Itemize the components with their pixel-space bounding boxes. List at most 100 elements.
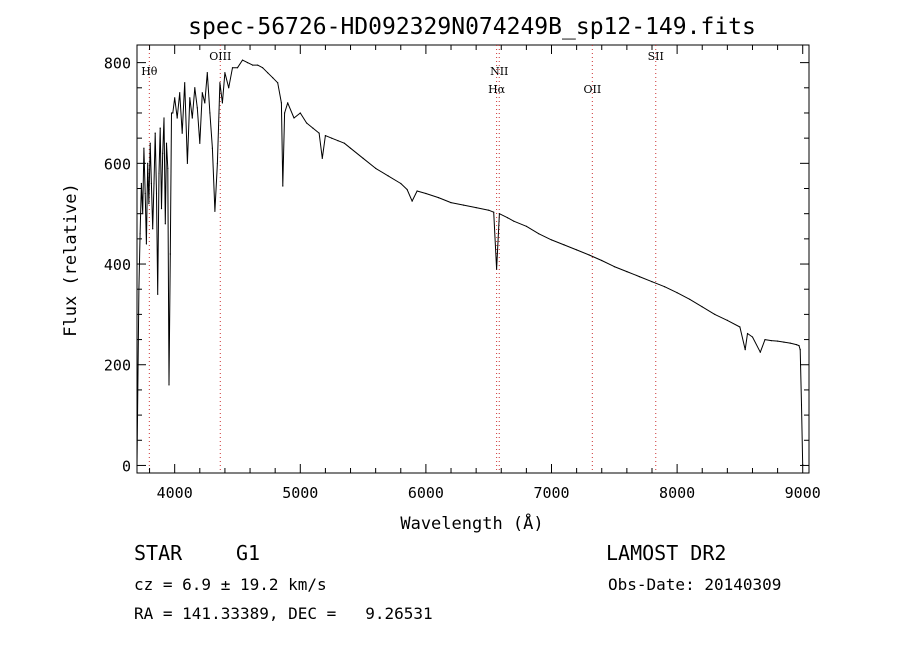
spectrum-point <box>241 59 244 61</box>
spectrum-point <box>759 351 761 353</box>
y-tick-label: 0 <box>122 457 131 475</box>
spectrum-point <box>488 209 490 211</box>
spectrum-point <box>324 135 326 137</box>
spectrum-point <box>184 82 186 84</box>
spectrum-point <box>219 82 221 84</box>
spectrum-point <box>170 112 173 114</box>
spectrum-point <box>262 67 264 69</box>
series-layer <box>136 59 804 466</box>
spectrum-point <box>167 167 169 169</box>
line-marker-label: Hα <box>488 83 506 96</box>
spectrum-point <box>206 72 208 74</box>
object-subclass: G1 <box>236 541 261 565</box>
emission-lines-layer: Hθ OIII NII Hα OII SII <box>141 45 664 473</box>
spectrum-point <box>209 112 211 114</box>
line-marker-label: OII <box>583 83 601 96</box>
spectrum-point <box>147 162 149 164</box>
obs-date: Obs-Date: 20140309 <box>608 575 782 594</box>
spectrum-point <box>228 87 230 89</box>
spectrum-point <box>576 249 578 251</box>
y-tick-label: 800 <box>104 55 131 73</box>
spectrum-point <box>280 102 282 104</box>
spectrum-point <box>789 342 791 344</box>
spectrum-point <box>204 102 206 104</box>
spectrum-point <box>224 72 226 74</box>
spectrum-point <box>538 233 540 235</box>
spectrum-point <box>143 147 145 149</box>
spectrum-point <box>189 97 191 99</box>
spectrum-point <box>783 341 785 343</box>
spectrum-point <box>375 167 377 169</box>
spectrum-point <box>321 157 323 159</box>
spectrum-point <box>159 127 161 129</box>
spectrum-point <box>214 210 216 212</box>
spectrum-point <box>802 464 804 466</box>
spectrum-point <box>493 211 495 213</box>
spectrum-point <box>601 259 603 262</box>
line-marker-label: Hθ <box>141 65 158 78</box>
spectrum-point <box>186 162 188 164</box>
spectrum-point <box>176 117 178 119</box>
spectrum-point <box>246 62 249 64</box>
coordinates-text: RA = 141.33389, DEC = 9.26531 <box>134 604 433 623</box>
y-tick-label: 200 <box>104 357 131 375</box>
spectrum-point <box>148 203 150 205</box>
spectrum-point <box>284 112 286 114</box>
spectrum-point <box>800 404 803 406</box>
spectrum-point <box>162 152 164 154</box>
spectrum-point <box>299 112 301 114</box>
spectrum-point <box>152 228 154 230</box>
x-tick-label: 8000 <box>659 484 695 502</box>
spectrum-point <box>416 190 418 192</box>
spectrum-point <box>550 239 553 241</box>
spectrum-point <box>664 286 666 288</box>
spectrum-point <box>181 132 183 134</box>
spectrum-point <box>163 117 165 119</box>
spectrum-point <box>157 293 159 295</box>
spectrum-point <box>145 243 147 245</box>
spectrum-point <box>714 313 716 315</box>
spectrum-point <box>676 292 678 294</box>
x-tick-label: 6000 <box>408 484 444 502</box>
spectrum-point <box>318 132 320 134</box>
spectrum-point <box>362 157 364 159</box>
spectrum-point <box>689 298 691 300</box>
x-tick-label: 4000 <box>157 484 193 502</box>
spectrum-point <box>400 182 402 185</box>
spectrum-point <box>588 254 590 256</box>
spectrum-point <box>795 344 798 346</box>
spectrum-point <box>236 67 239 69</box>
spectrum-point <box>463 204 465 206</box>
spectrum-point <box>140 182 142 185</box>
spectrum-point <box>174 97 176 99</box>
x-tick-label: 5000 <box>282 484 318 502</box>
line-marker-label: NII <box>490 65 508 78</box>
spectrum-point <box>406 188 408 191</box>
spectrum-point <box>168 384 170 386</box>
spectrum-point <box>798 345 800 347</box>
spectrum-point <box>498 213 500 215</box>
spectrum-point <box>155 192 158 195</box>
spectrum-point <box>437 197 440 199</box>
axis-ticks-layer: 4000 5000 6000 7000 8000 9000 0 200 400 600 800 <box>104 45 821 502</box>
spectrum-point <box>475 207 477 209</box>
spectrum-point <box>272 77 274 79</box>
spectrum-point <box>563 244 565 246</box>
plot-frame <box>136 44 810 474</box>
spectrum-point <box>450 202 452 204</box>
spectrum-point <box>411 200 413 202</box>
spectrum-series-line <box>136 59 804 466</box>
spectrum-point <box>764 339 766 341</box>
spectrum-point <box>139 233 141 235</box>
spectrum-point <box>267 72 269 74</box>
spectrum-point <box>138 288 140 290</box>
chart-title: spec-56726-HD092329N074249B_sp12-149.fit… <box>188 14 756 40</box>
spectrum-point <box>153 182 155 185</box>
spectrum-point <box>201 92 203 94</box>
spectrum-point <box>136 464 138 466</box>
spectrum-point <box>179 92 181 94</box>
spectrum-point <box>221 102 223 104</box>
spectrum-point <box>257 64 259 66</box>
spectrum-point <box>150 182 152 185</box>
spectrum-point <box>337 140 339 142</box>
